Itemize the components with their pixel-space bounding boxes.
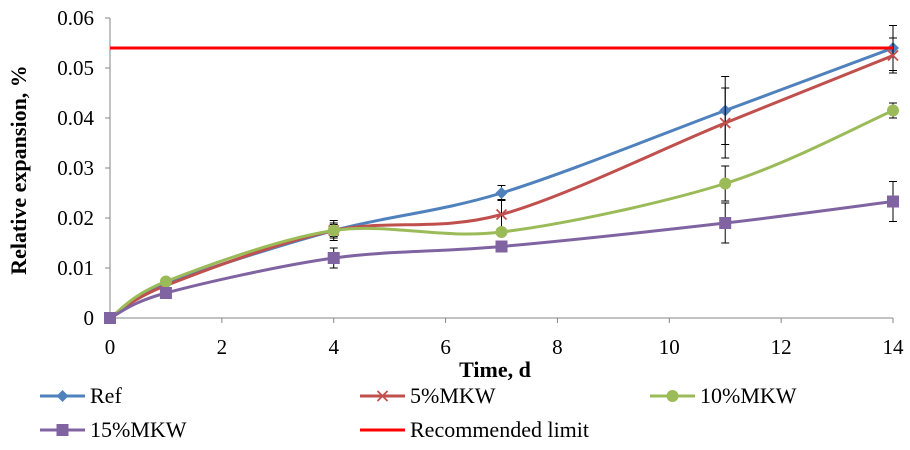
data-point-stroke-b — [495, 208, 508, 221]
x-tick-label: 2 — [217, 335, 228, 359]
legend-swatch-marker — [56, 424, 69, 436]
series-2 — [104, 102, 899, 324]
series-line — [109, 54, 894, 320]
y-tick-label: 0.03 — [57, 156, 94, 180]
data-point — [159, 275, 172, 288]
legend-label: 10%MKW — [700, 383, 797, 408]
legend-swatch-marker — [666, 390, 679, 402]
legend-label: Ref — [90, 383, 122, 408]
series-3 — [104, 181, 899, 324]
legend-swatch-marker-stroke-b — [376, 390, 389, 402]
series-line — [109, 200, 894, 320]
legend: Ref 5%MKW 10%MKW 15%MKW Recommended limit — [40, 383, 797, 442]
y-tick-label: 0.04 — [57, 106, 94, 130]
series-layer — [104, 25, 899, 324]
data-point — [327, 252, 340, 264]
x-tick-label: 0 — [105, 335, 116, 359]
x-tick-label: 12 — [771, 335, 792, 359]
data-point — [495, 240, 508, 253]
y-axis-title: Relative expansion, % — [6, 65, 31, 275]
x-tick-label: 6 — [440, 335, 451, 359]
legend-item: 15%MKW — [40, 417, 187, 442]
legend-label: 15%MKW — [90, 417, 187, 442]
data-point — [719, 177, 732, 190]
data-point — [719, 117, 731, 129]
legend-item: Ref — [40, 383, 122, 408]
x-tick-label: 10 — [659, 335, 680, 359]
y-tick-label: 0.01 — [57, 256, 94, 280]
data-point — [719, 217, 732, 229]
y-tick-label: 0 — [84, 306, 95, 330]
y-tick-label: 0.02 — [57, 206, 94, 230]
data-point-stroke-b — [719, 117, 731, 129]
data-point — [887, 104, 899, 117]
x-tick-label: 8 — [552, 335, 563, 359]
legend-label: Recommended limit — [410, 417, 589, 442]
data-point — [327, 224, 340, 237]
x-axis-title: Time, d — [459, 357, 531, 382]
data-point — [159, 287, 172, 299]
data-point — [495, 226, 508, 238]
y-tick-label: 0.05 — [57, 56, 94, 80]
y-tick-label: 0.06 — [57, 6, 94, 30]
x-tick-label: 4 — [328, 335, 339, 359]
series-line — [109, 109, 894, 320]
data-point — [887, 49, 899, 62]
data-point — [495, 208, 508, 221]
legend-item: Recommended limit — [360, 417, 589, 442]
data-point-stroke-b — [887, 49, 899, 62]
legend-item: 10%MKW — [650, 383, 797, 408]
axes: 0 0.01 0.02 0.03 0.04 0.05 0.06 0 2 4 6 8 10 12 14 — [57, 6, 904, 359]
legend-swatch-marker — [56, 390, 69, 402]
legend-swatch-marker — [376, 390, 389, 402]
legend-label: 5%MKW — [410, 383, 496, 408]
legend-item: 5%MKW — [360, 383, 496, 408]
data-point — [104, 312, 116, 324]
data-point — [495, 187, 508, 199]
x-tick-label: 14 — [883, 335, 905, 359]
data-point — [887, 195, 899, 208]
